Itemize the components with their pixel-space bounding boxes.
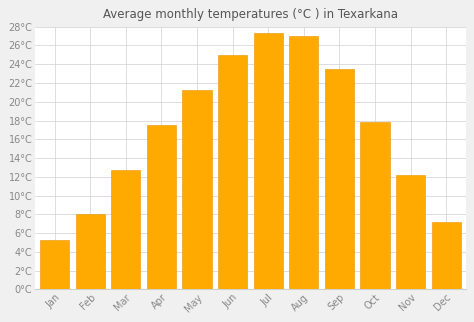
Bar <box>147 125 176 289</box>
Bar <box>396 175 425 289</box>
Bar <box>40 240 69 289</box>
Bar <box>289 36 319 289</box>
Bar <box>218 55 247 289</box>
Bar <box>431 222 461 289</box>
Bar <box>254 33 283 289</box>
Bar <box>182 90 211 289</box>
Bar <box>111 170 140 289</box>
Title: Average monthly temperatures (°C ) in Texarkana: Average monthly temperatures (°C ) in Te… <box>103 8 398 21</box>
Bar <box>325 69 354 289</box>
Bar <box>76 214 105 289</box>
Bar <box>360 122 390 289</box>
